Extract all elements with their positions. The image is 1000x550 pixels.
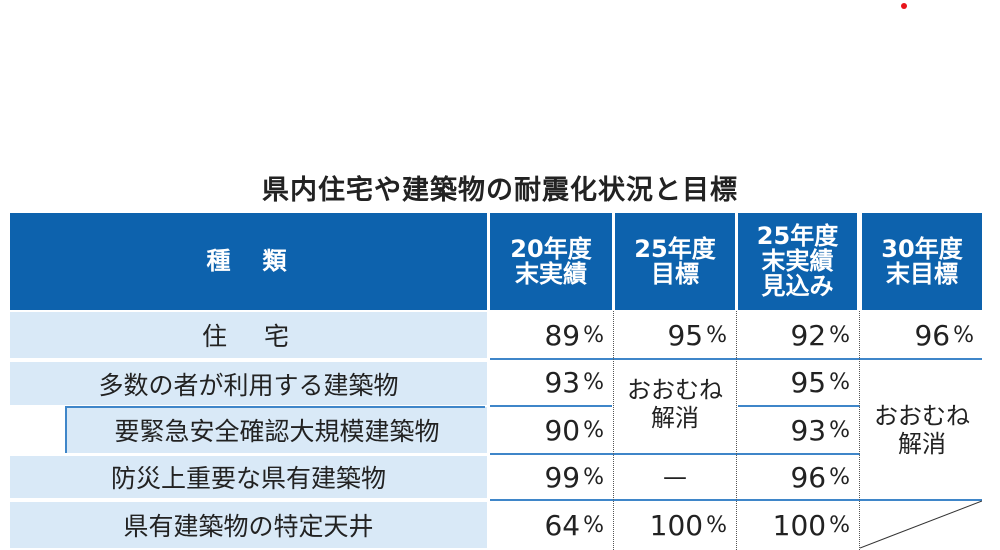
- row-rule: [490, 405, 612, 407]
- cell-value: 93%: [544, 366, 604, 399]
- cell-value: 100%: [772, 508, 850, 542]
- sub-row-rule: [65, 406, 485, 408]
- cell-value: 89%: [544, 318, 604, 352]
- row-label: 多数の者が利用する建築物: [10, 362, 487, 405]
- row-label: 防災上重要な県有建築物: [10, 456, 487, 498]
- row-rule: [738, 405, 860, 407]
- row-rule: [490, 453, 860, 455]
- row-label: 住 宅: [10, 312, 487, 358]
- header-kind: 種 類: [10, 213, 487, 310]
- header-col-2: 25年度 目標: [615, 213, 735, 310]
- cell-value: 99%: [544, 460, 604, 494]
- header-col-1: 20年度 末実績: [490, 213, 612, 310]
- table-title: 県内住宅や建築物の耐震化状況と目標: [262, 175, 738, 206]
- cell-value: 64%: [544, 508, 604, 542]
- cell-value: 92%: [790, 318, 850, 352]
- row-label: 県有建築物の特定天井: [10, 502, 487, 548]
- cell-value: 100%: [649, 508, 727, 542]
- diagonal-slash: [860, 500, 982, 549]
- header-col-3: 25年度 末実績 見込み: [738, 213, 857, 310]
- row-label: 要緊急安全確認大規模建築物: [65, 407, 487, 453]
- cell-value: 95%: [790, 366, 850, 399]
- merged-target-25: おおむね 解消: [627, 375, 723, 432]
- cell-value: —: [663, 463, 687, 491]
- cell-value: 93%: [790, 413, 850, 447]
- cell-value: 96%: [790, 460, 850, 494]
- col-rule: [736, 311, 737, 550]
- cell-value: 96%: [914, 318, 974, 352]
- header-col-4: 30年度 末目標: [862, 213, 982, 310]
- col-rule: [613, 311, 614, 550]
- merged-target-30: おおむね 解消: [874, 401, 970, 458]
- cell-value: 95%: [667, 318, 727, 352]
- red-dot: [901, 3, 907, 9]
- cell-value: 90%: [544, 413, 604, 447]
- col-rule: [859, 311, 860, 550]
